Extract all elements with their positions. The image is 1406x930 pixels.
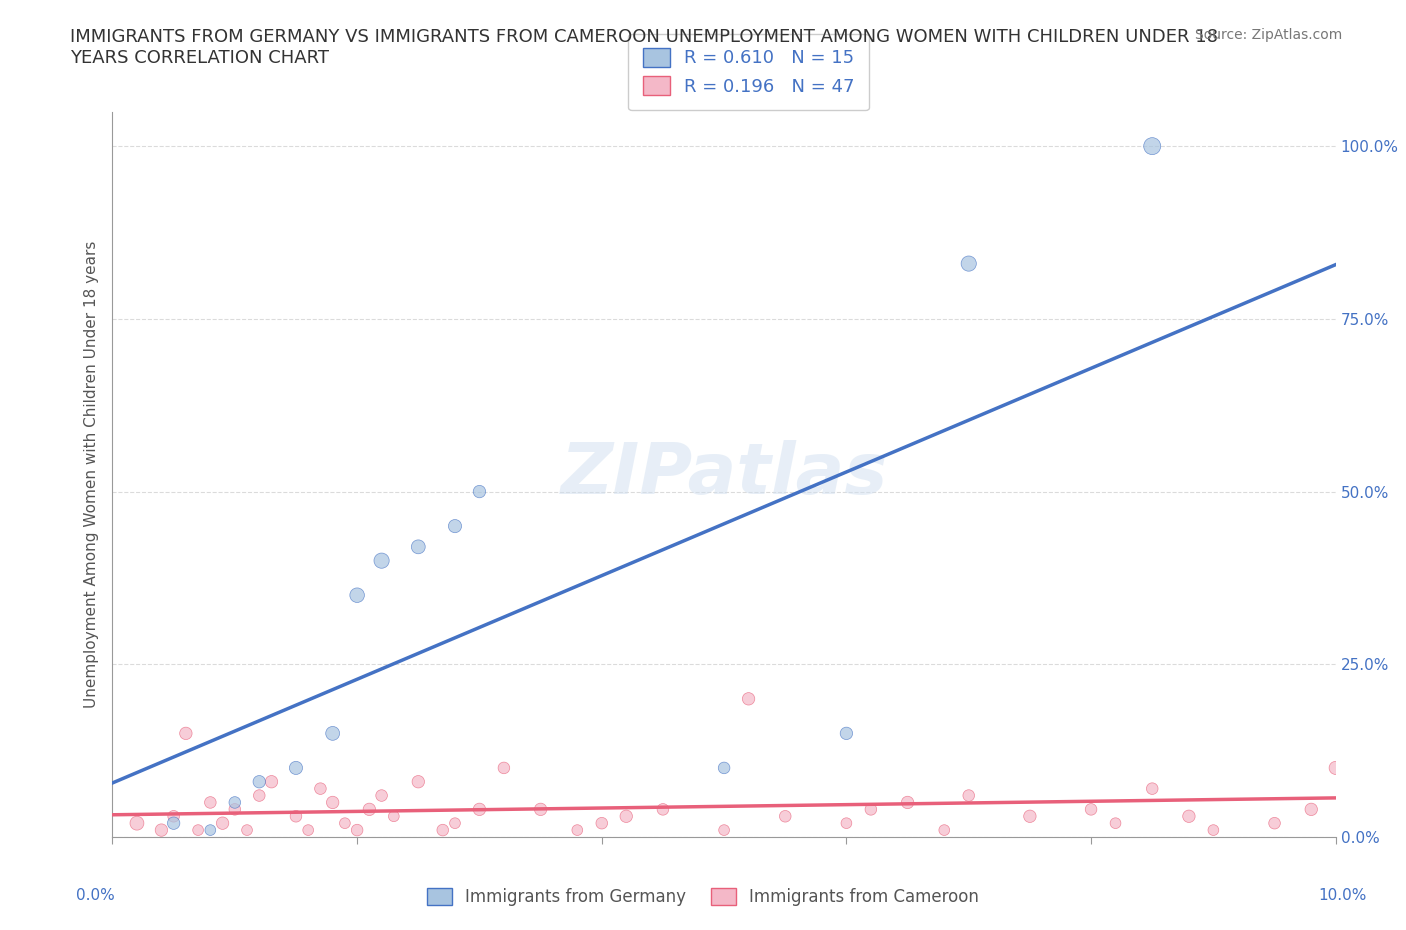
Point [934,823,956,838]
Point [614,809,637,824]
Point [346,588,368,603]
Point [432,823,454,838]
Point [713,761,735,776]
Point [1142,139,1164,153]
Point [200,795,222,810]
Point [200,823,222,838]
Point [224,802,246,817]
Point [567,823,589,838]
Point [408,539,430,554]
Point [359,802,381,817]
Point [370,788,392,803]
Point [652,802,675,817]
Point [859,802,882,817]
Point [150,823,173,838]
Text: Source: ZipAtlas.com: Source: ZipAtlas.com [1195,28,1343,42]
Point [408,775,430,790]
Point [1324,761,1347,776]
Point [444,519,467,534]
Point [309,781,332,796]
Point [163,809,186,824]
Point [591,816,613,830]
Point [897,795,920,810]
Point [247,775,270,790]
Point [382,809,405,824]
Point [468,802,491,817]
Point [444,816,467,830]
Point [1178,809,1201,824]
Point [322,726,344,741]
Point [333,816,356,830]
Point [260,775,283,790]
Point [835,816,858,830]
Point [284,761,308,776]
Point [322,795,344,810]
Legend: R = 0.610   N = 15, R = 0.196   N = 47: R = 0.610 N = 15, R = 0.196 N = 47 [628,33,869,110]
Point [174,726,197,741]
Point [224,795,246,810]
Point [346,823,368,838]
Point [1202,823,1225,838]
Point [835,726,858,741]
Point [713,823,735,838]
Point [247,788,270,803]
Text: 10.0%: 10.0% [1319,888,1367,903]
Point [187,823,209,838]
Point [468,485,491,499]
Point [530,802,553,817]
Point [1301,802,1323,817]
Point [1080,802,1102,817]
Text: ZIPatlas: ZIPatlas [561,440,887,509]
Point [163,816,186,830]
Text: IMMIGRANTS FROM GERMANY VS IMMIGRANTS FROM CAMEROON UNEMPLOYMENT AMONG WOMEN WIT: IMMIGRANTS FROM GERMANY VS IMMIGRANTS FR… [70,28,1219,67]
Point [284,809,308,824]
Point [1018,809,1040,824]
Point [737,691,759,706]
Point [211,816,233,830]
Y-axis label: Unemployment Among Women with Children Under 18 years: Unemployment Among Women with Children U… [83,241,98,708]
Point [957,788,980,803]
Point [957,256,980,271]
Point [775,809,797,824]
Point [1104,816,1126,830]
Text: 0.0%: 0.0% [76,888,115,903]
Legend: Immigrants from Germany, Immigrants from Cameroon: Immigrants from Germany, Immigrants from… [420,881,986,912]
Point [1142,781,1164,796]
Point [125,816,148,830]
Point [492,761,515,776]
Point [297,823,319,838]
Point [370,553,392,568]
Point [236,823,259,838]
Point [1264,816,1286,830]
